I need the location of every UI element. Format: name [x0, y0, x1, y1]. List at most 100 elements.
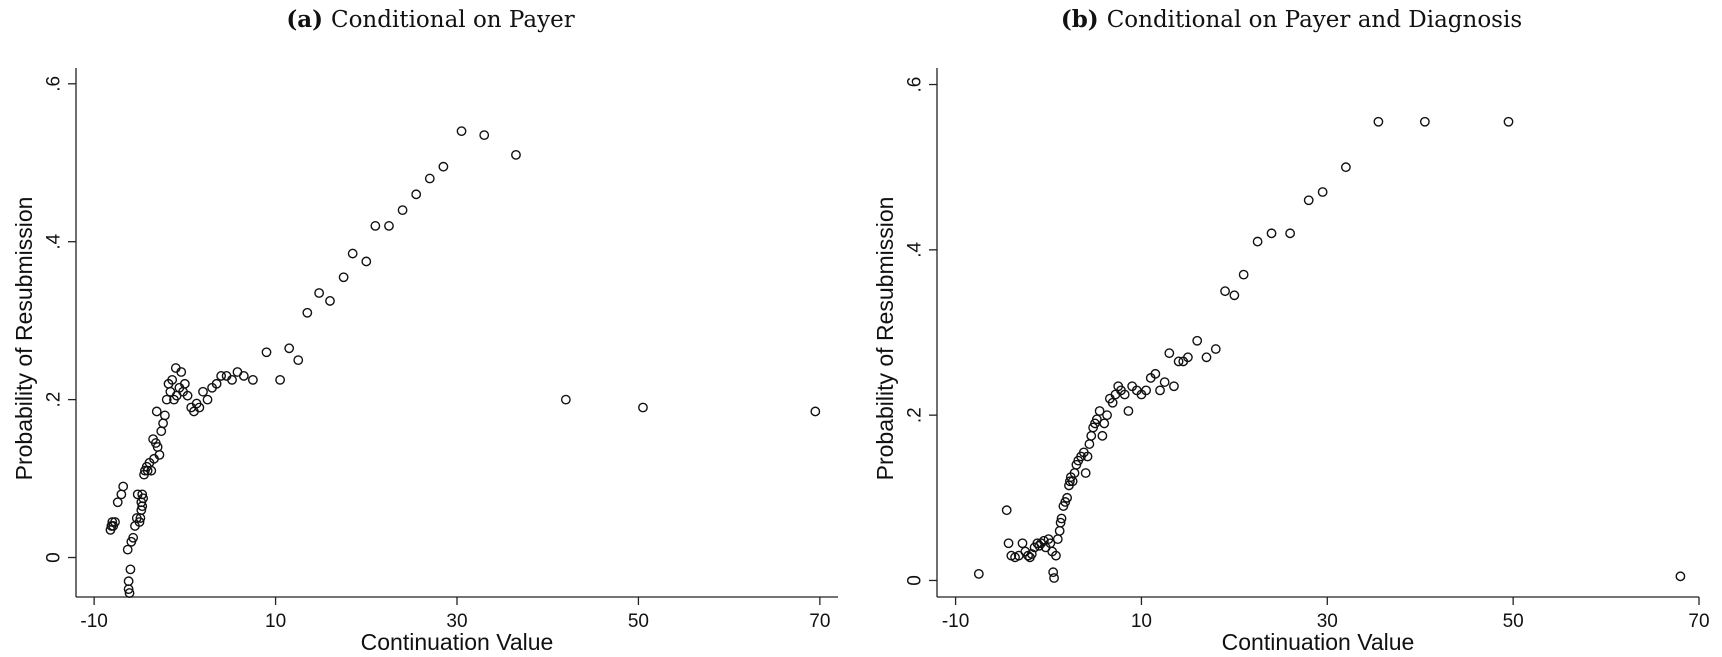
data-point	[1675, 571, 1686, 582]
x-tick-label: 10	[265, 611, 286, 632]
data-point	[638, 402, 648, 413]
data-point	[137, 489, 148, 500]
x-axis-title: Continuation Value	[1222, 629, 1415, 655]
x-tick-label: 50	[1503, 611, 1524, 632]
data-point	[124, 588, 135, 598]
data-point	[1003, 538, 1014, 549]
panel-label: (a)	[286, 6, 323, 33]
data-point	[123, 584, 134, 595]
data-point	[156, 426, 167, 437]
panel-label: (b)	[1060, 6, 1099, 33]
data-point	[284, 343, 295, 354]
data-point	[1192, 335, 1203, 346]
panel-b: (b) Conditional on Payer and Diagnosis -1…	[861, 0, 1722, 657]
data-point	[123, 576, 134, 587]
data-point	[1340, 162, 1351, 173]
data-point	[116, 489, 127, 500]
data-point	[138, 493, 149, 504]
data-point	[1201, 352, 1212, 363]
data-point	[275, 374, 286, 385]
data-point	[1048, 567, 1059, 578]
panel-title: (b) Conditional on Payer and Diagnosis	[861, 6, 1722, 33]
data-point	[397, 205, 408, 216]
y-tick-label: .4	[905, 241, 926, 257]
data-point	[438, 161, 449, 172]
data-point	[1032, 538, 1043, 549]
data-point	[1017, 538, 1028, 549]
x-tick-label: 70	[809, 611, 830, 632]
data-point	[1082, 451, 1093, 462]
data-point	[1062, 492, 1072, 503]
data-point	[1054, 525, 1065, 536]
data-point	[1026, 549, 1037, 559]
data-point	[1220, 286, 1230, 297]
data-point	[1159, 377, 1170, 387]
data-point	[302, 307, 313, 318]
scatter-plot-b: -10 10 30 50 70 0 .2 .4 .6 Continuation Value Prob…	[872, 68, 1710, 655]
data-point	[1107, 397, 1118, 408]
data-point	[128, 532, 139, 543]
data-point	[1183, 352, 1193, 363]
data-point	[1091, 414, 1102, 425]
data-point	[1055, 517, 1066, 528]
data-point	[118, 481, 129, 492]
data-point	[1150, 368, 1161, 379]
data-point	[1064, 476, 1075, 487]
data-point	[293, 355, 304, 366]
data-point	[361, 256, 372, 267]
data-point	[216, 371, 227, 381]
data-point	[1110, 389, 1121, 400]
data-point	[247, 374, 258, 385]
data-point	[167, 374, 178, 385]
data-point	[1102, 410, 1112, 421]
data-point	[1173, 356, 1184, 367]
data-point	[1164, 348, 1175, 359]
data-point	[158, 418, 168, 429]
x-tick-label: 50	[628, 611, 649, 632]
data-point	[1049, 573, 1059, 583]
y-axis-title: Probability of Resubmission	[11, 197, 37, 481]
y-tick-label: .2	[44, 392, 65, 408]
y-axis-title: Probability of Resubmission	[872, 197, 898, 481]
data-point	[179, 378, 190, 389]
data-point	[238, 371, 249, 381]
x-tick-label: 70	[1688, 611, 1709, 632]
data-point	[1119, 389, 1130, 400]
data-point	[1094, 406, 1105, 416]
data-point	[1503, 116, 1514, 127]
data-point	[198, 386, 208, 397]
panel-title: (a) Conditional on Payer	[0, 6, 861, 33]
data-point	[194, 402, 205, 413]
data-point	[261, 347, 272, 358]
data-point	[176, 367, 187, 377]
data-point	[1238, 269, 1249, 280]
x-tick-label: 10	[1131, 611, 1152, 632]
data-point	[1051, 550, 1061, 561]
y-tick-label: .6	[905, 77, 926, 93]
x-tick-label: -10	[942, 611, 969, 632]
data-point	[1373, 116, 1384, 127]
data-point	[370, 221, 381, 231]
data-point	[325, 296, 335, 306]
y-tick-label: 0	[44, 552, 65, 563]
data-point	[159, 410, 170, 421]
chart-title: Conditional on Payer	[330, 7, 575, 33]
y-tick-label: .4	[44, 233, 65, 249]
x-tick-label: -10	[80, 611, 107, 632]
y-tick-label: .2	[905, 407, 926, 423]
scatter-plot-a: -10 10 30 50 70 0 .2 .4 .6 Continuation Value Prob…	[11, 68, 838, 655]
data-point	[1099, 418, 1110, 429]
data-point	[973, 568, 984, 579]
data-point	[151, 406, 162, 417]
panel-a: (a) Conditional on Payer -10 10 30 50 70 0 .2 .4…	[0, 6, 861, 655]
data-point	[1317, 187, 1328, 197]
x-tick-label: 30	[446, 611, 467, 632]
data-point	[424, 173, 435, 184]
data-point	[1285, 228, 1296, 239]
data-point	[479, 130, 490, 141]
data-point	[511, 149, 521, 160]
data-point	[1419, 116, 1430, 127]
data-point	[125, 564, 136, 575]
y-tick-label: .6	[44, 76, 65, 92]
x-axis-title: Continuation Value	[361, 629, 554, 655]
